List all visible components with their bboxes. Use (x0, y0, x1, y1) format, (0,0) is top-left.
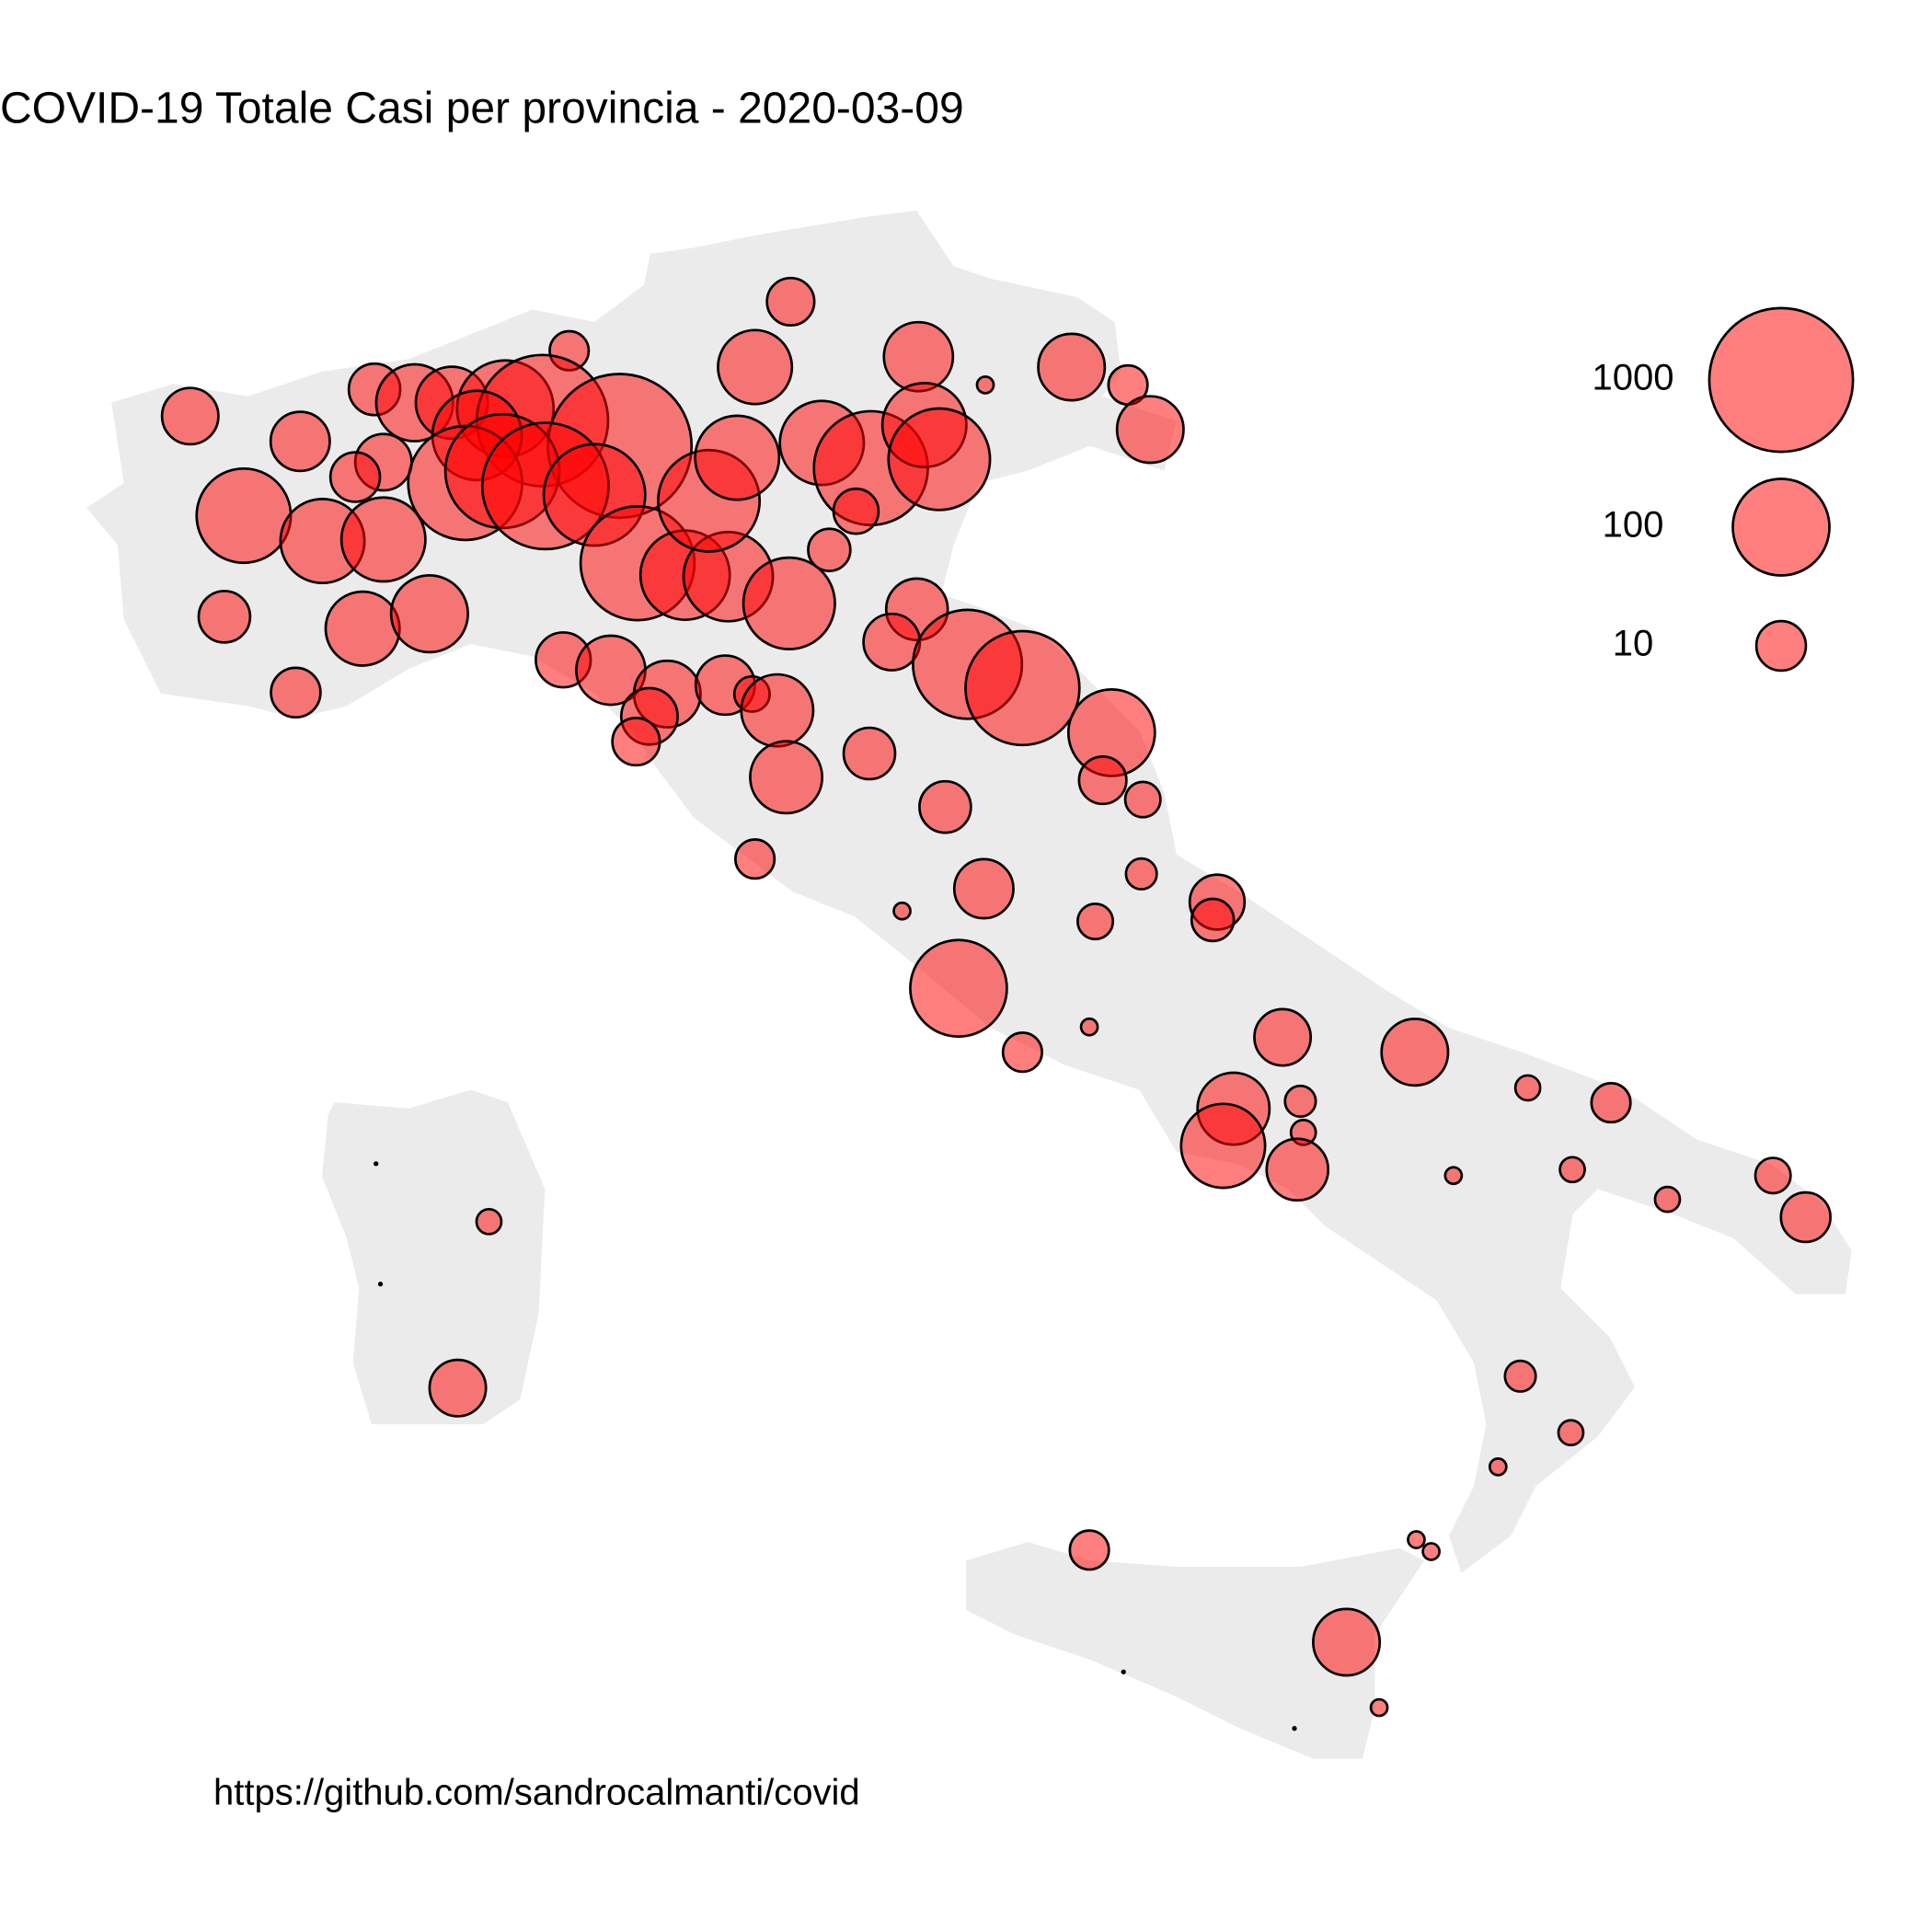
bubble (1037, 332, 1107, 402)
sardinia (322, 1089, 546, 1425)
bubble (909, 938, 1008, 1039)
bubble (717, 328, 794, 406)
legend-key (1731, 477, 1831, 577)
bubble (1068, 1529, 1110, 1571)
bubble (389, 574, 469, 654)
bubble (1779, 1190, 1832, 1244)
bubble (1590, 1082, 1632, 1124)
caption: https://github.com/sandrocalmanti/covid (213, 1773, 860, 1813)
bubble (882, 320, 955, 393)
bubble (749, 740, 824, 815)
bubble (475, 1207, 503, 1236)
bubble (428, 1358, 488, 1418)
legend: 1000 100 10 (1593, 306, 1855, 673)
bubble (975, 375, 995, 395)
legend-key (1708, 306, 1855, 454)
bubble (1253, 1007, 1313, 1067)
bubble (862, 612, 922, 672)
bubble (740, 673, 815, 748)
bubble (918, 779, 972, 834)
bubble (1077, 754, 1128, 806)
bubble (1190, 897, 1236, 943)
legend-label: 10 (1613, 624, 1654, 664)
bubble (1001, 1031, 1043, 1074)
bubble (765, 276, 816, 328)
bubble (1557, 1419, 1585, 1447)
bubble (611, 716, 661, 767)
bubble (1380, 1018, 1450, 1087)
bubble (270, 666, 322, 719)
bubble (1653, 1185, 1682, 1213)
chart-title: COVID-19 Totale Casi per provincia - 202… (0, 85, 964, 133)
bubble (339, 496, 427, 583)
bubbles (160, 276, 1832, 1731)
bubble (1369, 1697, 1389, 1718)
bubble (1123, 780, 1162, 819)
bubble (742, 556, 836, 650)
bubble (842, 726, 897, 781)
bubble (328, 451, 382, 503)
bubble (1754, 1156, 1792, 1195)
bubble (1124, 857, 1158, 891)
bubble (832, 487, 880, 535)
bubble (197, 590, 252, 644)
bubble (887, 407, 992, 512)
legend-key (1754, 619, 1808, 673)
bubble (1421, 1542, 1441, 1561)
bubble (1121, 1669, 1126, 1674)
bubble (807, 527, 852, 572)
bubble (892, 901, 912, 921)
legend-label: 1000 (1593, 358, 1674, 398)
bubble (964, 629, 1081, 747)
bubble (1115, 395, 1185, 465)
bubble (1179, 1102, 1267, 1190)
bubble (1075, 902, 1115, 941)
bubble (195, 466, 293, 565)
bubble (1443, 1166, 1464, 1186)
bubble (1265, 1137, 1330, 1202)
bubble (1292, 1726, 1297, 1731)
bubble (269, 410, 331, 473)
bubble (1558, 1156, 1586, 1184)
bubble (952, 857, 1015, 920)
bubble (377, 1282, 384, 1287)
sicily (966, 1542, 1425, 1759)
bubble (374, 1161, 379, 1167)
bubble (324, 590, 401, 667)
bubble (1513, 1074, 1542, 1102)
bubble (734, 838, 776, 880)
bubble (1079, 1017, 1099, 1037)
bubble (1503, 1359, 1537, 1393)
bubble (160, 386, 220, 446)
legend-label: 100 (1603, 505, 1664, 546)
bubble (1488, 1457, 1508, 1477)
bubble (1312, 1607, 1382, 1677)
bubble (1283, 1084, 1317, 1119)
bubble (694, 414, 781, 501)
bubble (1407, 1530, 1426, 1549)
